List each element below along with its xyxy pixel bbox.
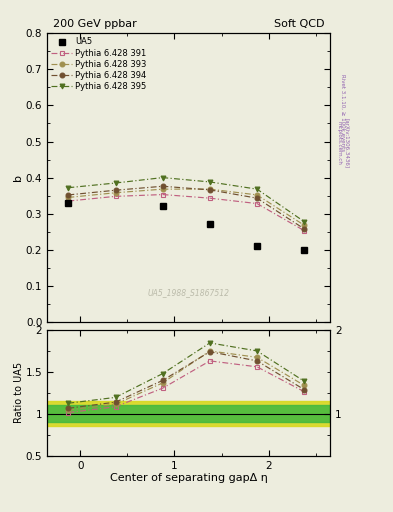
Legend: UA5, Pythia 6.428 391, Pythia 6.428 393, Pythia 6.428 394, Pythia 6.428 395: UA5, Pythia 6.428 391, Pythia 6.428 393,…	[50, 36, 149, 93]
Pythia 6.428 395	[66, 185, 71, 191]
Pythia 6.428 391	[160, 191, 165, 198]
Text: mcplots.cern.ch: mcplots.cern.ch	[336, 121, 341, 165]
Pythia 6.428 391	[113, 194, 118, 200]
Text: UA5_1988_S1867512: UA5_1988_S1867512	[148, 289, 230, 297]
Pythia 6.428 395	[208, 179, 212, 185]
Text: [arXiv:1306.3436]: [arXiv:1306.3436]	[344, 118, 349, 168]
UA5	[302, 247, 307, 253]
Text: Soft QCD: Soft QCD	[274, 19, 325, 29]
Text: 200 GeV ppbar: 200 GeV ppbar	[53, 19, 137, 29]
Line: Pythia 6.428 391: Pythia 6.428 391	[66, 192, 307, 233]
Pythia 6.428 394	[160, 183, 165, 189]
UA5	[208, 221, 212, 227]
Pythia 6.428 394	[113, 187, 118, 194]
Pythia 6.428 394	[302, 226, 307, 232]
UA5	[66, 200, 71, 206]
Line: Pythia 6.428 395: Pythia 6.428 395	[66, 175, 307, 224]
Pythia 6.428 395	[255, 186, 259, 192]
Pythia 6.428 393	[255, 192, 259, 198]
Pythia 6.428 395	[160, 175, 165, 181]
UA5	[255, 243, 259, 249]
Line: UA5: UA5	[65, 200, 307, 253]
X-axis label: Center of separating gapΔ η: Center of separating gapΔ η	[110, 473, 268, 483]
Pythia 6.428 394	[208, 187, 212, 193]
Pythia 6.428 391	[302, 227, 307, 233]
UA5	[160, 203, 165, 209]
Pythia 6.428 393	[302, 222, 307, 228]
Line: Pythia 6.428 394: Pythia 6.428 394	[66, 184, 307, 231]
Pythia 6.428 391	[66, 198, 71, 204]
Y-axis label: Ratio to UA5: Ratio to UA5	[14, 362, 24, 423]
Pythia 6.428 394	[255, 195, 259, 201]
Y-axis label: b: b	[13, 174, 23, 181]
Pythia 6.428 391	[255, 201, 259, 207]
Line: Pythia 6.428 393: Pythia 6.428 393	[66, 187, 307, 228]
Pythia 6.428 393	[160, 186, 165, 192]
Pythia 6.428 395	[302, 219, 307, 225]
Pythia 6.428 394	[66, 192, 71, 198]
Pythia 6.428 393	[208, 186, 212, 192]
Pythia 6.428 395	[113, 180, 118, 186]
Pythia 6.428 393	[113, 189, 118, 196]
Pythia 6.428 391	[208, 195, 212, 201]
Pythia 6.428 393	[66, 195, 71, 201]
Text: Rivet 3.1.10, ≥ 100k events: Rivet 3.1.10, ≥ 100k events	[340, 74, 345, 151]
